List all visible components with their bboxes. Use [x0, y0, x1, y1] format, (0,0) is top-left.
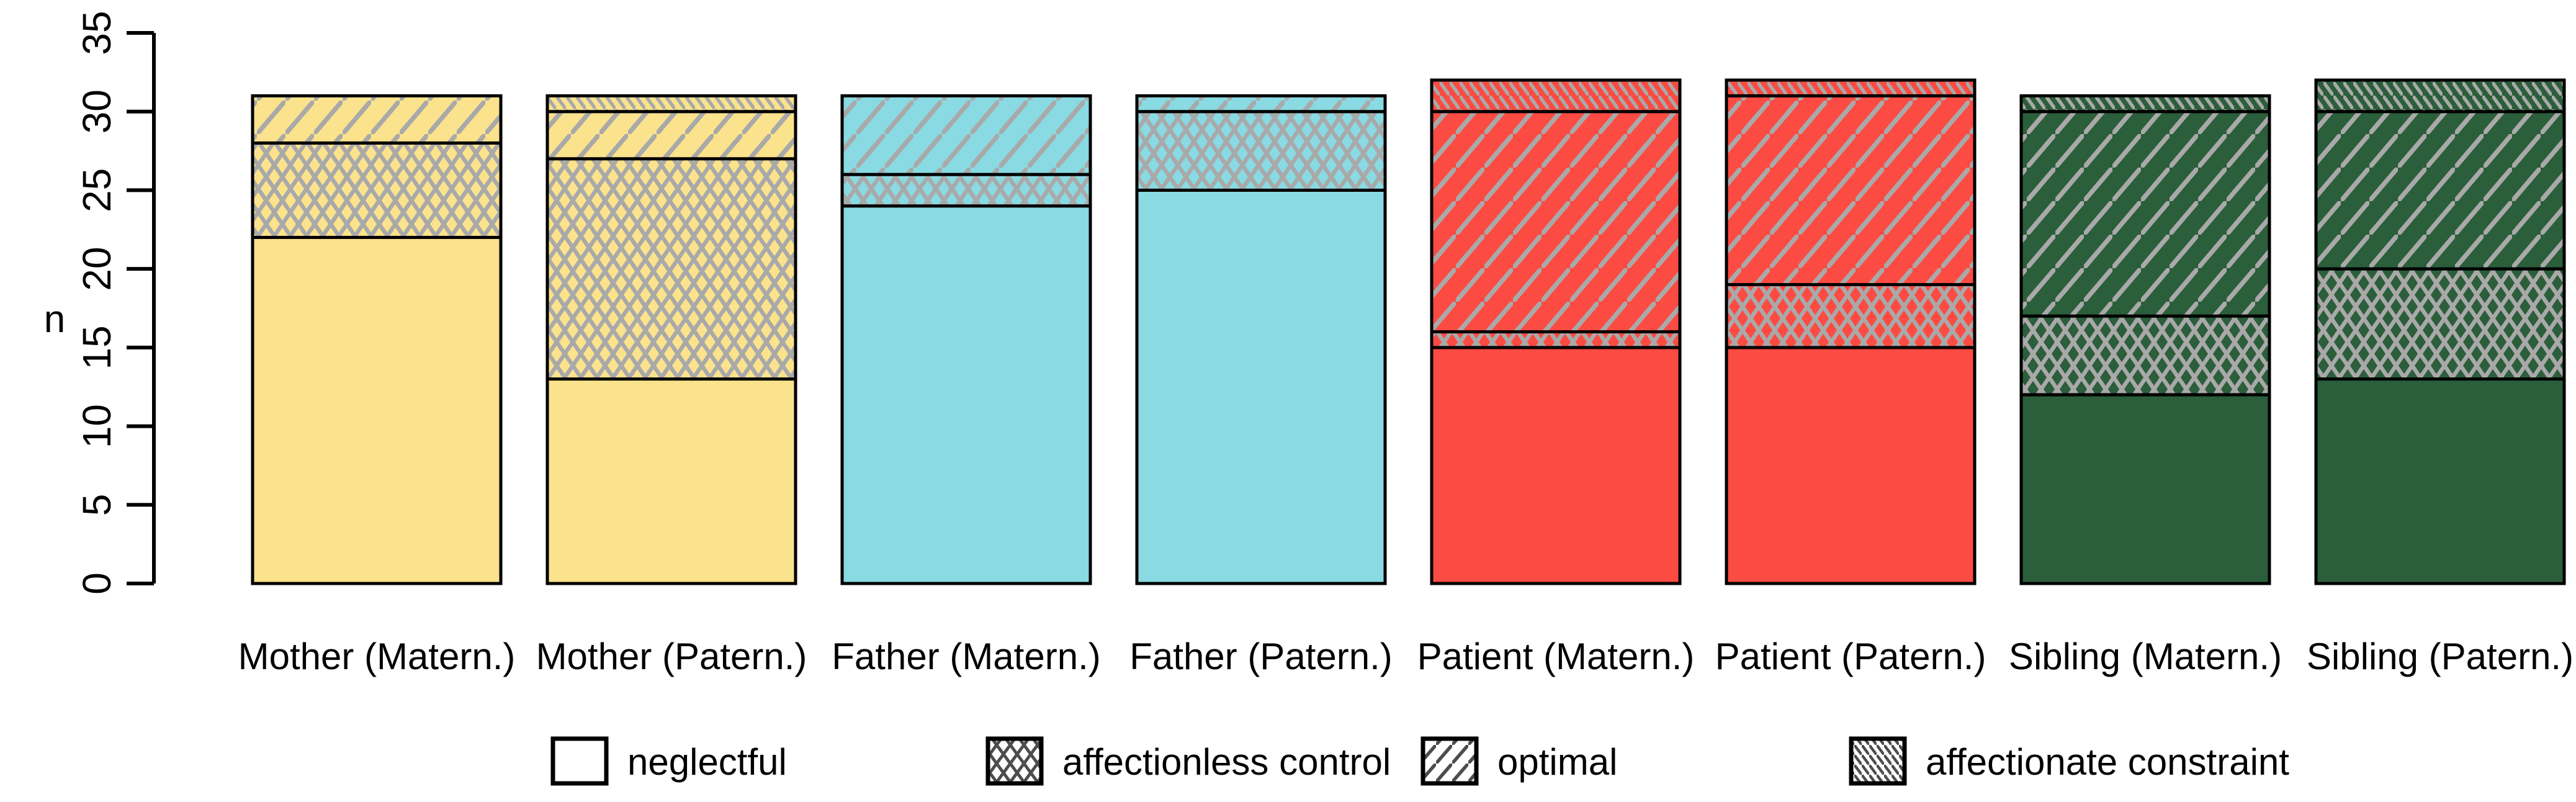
- bar-segment-hatch-diagonal: [842, 96, 1090, 175]
- legend-swatch-hatch-diagonal: [1423, 739, 1476, 783]
- bar-segment-border: [1725, 78, 1977, 97]
- bar-Father (Patern.): [1135, 94, 1387, 585]
- bar-segment-hatch-crosshatch: [2316, 269, 2564, 379]
- bar-segment-border: [251, 94, 503, 145]
- bar-segment-hatch-crosshatch: [1432, 331, 1680, 348]
- bar-segment-hatch-diagonal: [253, 96, 501, 143]
- bar-Sibling (Patern.): [2314, 78, 2566, 585]
- y-tick-label: 25: [74, 168, 119, 212]
- y-tick-label: 5: [74, 493, 119, 516]
- bar-segment-fill: [1137, 190, 1385, 583]
- y-tick-label: 30: [74, 89, 119, 133]
- x-category-label: Sibling (Matern.): [2009, 636, 2282, 677]
- y-tick-label: 20: [74, 247, 119, 291]
- x-category-label: Patient (Patern.): [1715, 636, 1986, 677]
- legend-item: affectionate constraint: [1849, 736, 2289, 786]
- bar-segment-border: [1430, 78, 1682, 114]
- bar-Mother (Matern.): [251, 94, 503, 585]
- bar-segment-hatch-diagonal: [2316, 111, 2564, 269]
- bar-segment-hatch-dense-backslash: [2021, 96, 2269, 112]
- legend: neglectful affectionless control optimal af…: [550, 736, 2289, 786]
- bar-segment-fill: [253, 237, 501, 584]
- legend-swatch-border: [550, 736, 609, 786]
- bar-Patient (Matern.): [1430, 78, 1682, 585]
- x-axis-labels: Mother (Matern.) Mother (Patern.) Father (…: [238, 636, 2574, 677]
- legend-item-label: neglectful: [627, 741, 787, 783]
- bar-segment-hatch-crosshatch: [842, 174, 1090, 206]
- bar-segment-hatch-dense-backslash: [1726, 80, 1975, 96]
- legend-item: affectionless control: [985, 736, 1391, 786]
- bar-segment-hatch-crosshatch: [547, 158, 796, 379]
- bar-segment-hatch-crosshatch: [2021, 316, 2269, 395]
- legend-swatch-border: [985, 736, 1044, 786]
- legend-item-label: affectionate constraint: [1926, 741, 2289, 783]
- bar-Patient (Patern.): [1725, 78, 1977, 585]
- bar-segment-border: [2019, 94, 2271, 114]
- y-tick-label: 15: [74, 325, 119, 369]
- bar-segment-hatch-diagonal: [1726, 96, 1975, 285]
- x-category-label: Father (Patern.): [1129, 636, 1393, 677]
- bar-segment-hatch-diagonal: [1137, 96, 1385, 112]
- bar-segment-hatch-diagonal: [2021, 111, 2269, 317]
- legend-item-label: affectionless control: [1062, 741, 1391, 783]
- bar-segment-border: [2314, 78, 2566, 114]
- legend-swatch-hatch-crosshatch: [988, 739, 1041, 783]
- bar-segment-border: [545, 94, 797, 114]
- bar-segment-hatch-crosshatch: [1137, 111, 1385, 191]
- bar-Father (Matern.): [840, 94, 1092, 585]
- bar-segment-hatch-dense-backslash: [547, 96, 796, 112]
- y-tick-label: 10: [74, 404, 119, 448]
- legend-swatch-hatch-dense-backslash: [1851, 739, 1905, 783]
- bar-segment-fill: [1726, 347, 1975, 583]
- x-category-label: Mother (Matern.): [238, 636, 516, 677]
- bar-segment-fill: [2316, 379, 2564, 583]
- y-axis-title: n: [44, 298, 65, 341]
- bar-segment-hatch-diagonal: [1432, 111, 1680, 332]
- bar-segment-fill: [547, 379, 796, 583]
- bar-segment-hatch-crosshatch: [253, 143, 501, 238]
- bar-segment-hatch-dense-backslash: [2316, 80, 2564, 112]
- bar-segment-hatch-crosshatch: [1726, 284, 1975, 348]
- bar-Sibling (Matern.): [2019, 94, 2271, 585]
- y-tick-label: 0: [74, 572, 119, 595]
- legend-swatch-border: [1849, 736, 1907, 786]
- bar-segment-hatch-dense-backslash: [1432, 80, 1680, 112]
- bars-group: [251, 78, 2566, 585]
- y-axis: 0 5 10 15 20 25 30 35: [74, 11, 156, 595]
- x-category-label: Sibling (Patern.): [2307, 636, 2574, 677]
- bar-segment-border: [1135, 94, 1387, 114]
- bar-segment-border: [840, 94, 1092, 176]
- y-tick-label: 35: [74, 11, 119, 55]
- x-category-label: Patient (Matern.): [1417, 636, 1695, 677]
- bar-segment-hatch-diagonal: [547, 111, 796, 159]
- bar-segment-fill: [1432, 347, 1680, 583]
- legend-swatch-bg: [553, 739, 606, 783]
- bar-segment-fill: [842, 205, 1090, 583]
- x-category-label: Mother (Patern.): [536, 636, 807, 677]
- bar-segment-fill: [2021, 394, 2269, 583]
- legend-item: optimal: [1420, 736, 1617, 786]
- legend-swatch-border: [1420, 736, 1479, 786]
- x-category-label: Father (Matern.): [832, 636, 1100, 677]
- legend-item: neglectful: [550, 736, 787, 786]
- legend-item-label: optimal: [1497, 741, 1617, 783]
- bar-Mother (Patern.): [545, 94, 797, 585]
